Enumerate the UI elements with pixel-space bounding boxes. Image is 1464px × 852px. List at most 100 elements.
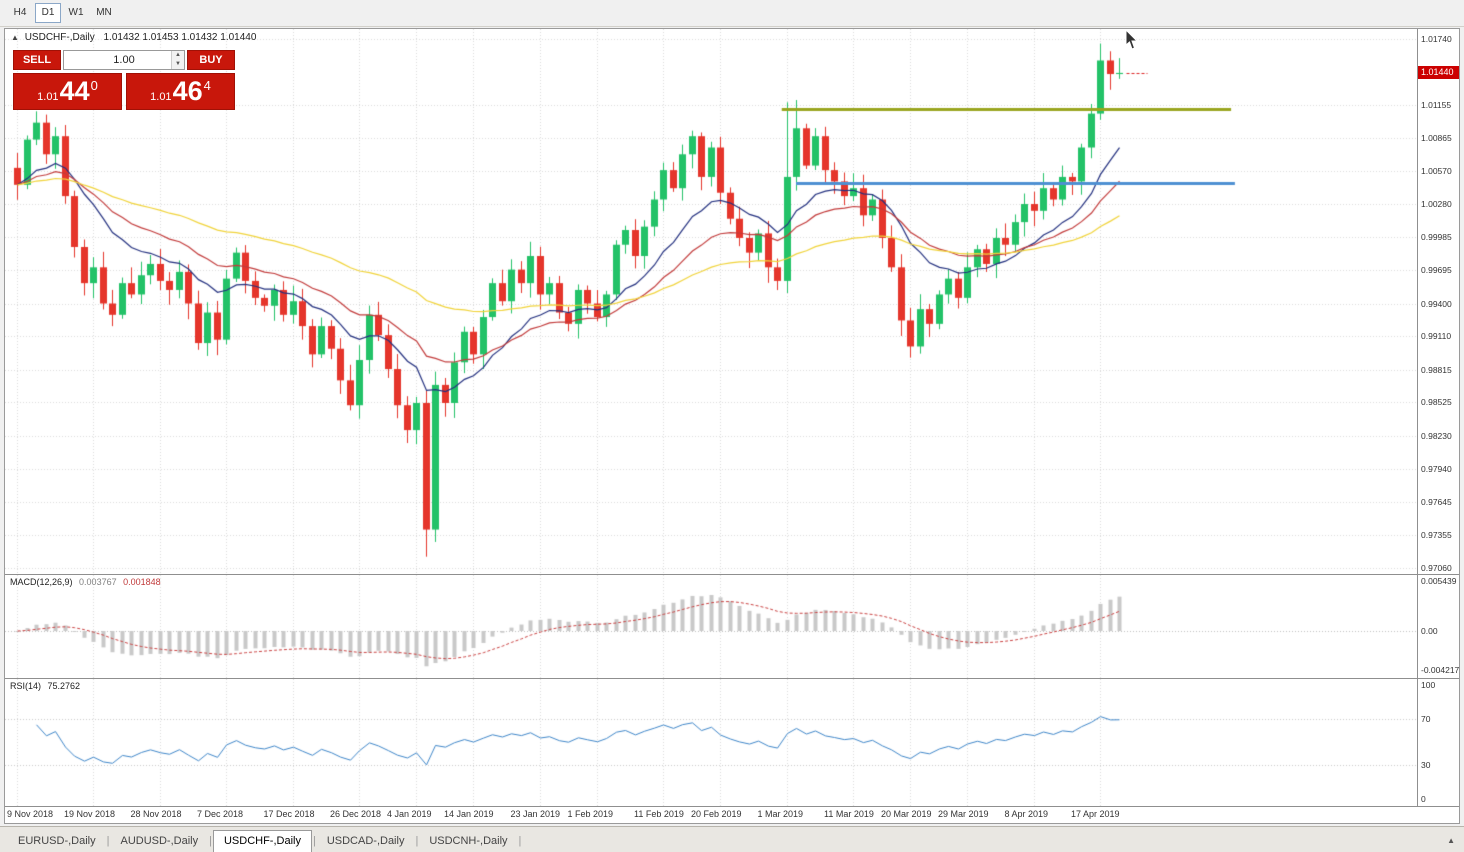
chart-symbol-label: USDCHF-,Daily — [24, 32, 95, 43]
timeframe-button-mn[interactable]: MN — [96, 7, 112, 18]
macd-chart-canvas[interactable] — [5, 575, 1417, 678]
price-axis-label: 1.01155 — [1421, 100, 1452, 111]
rsi-value: 75.2762 — [47, 681, 81, 691]
panel-splitter[interactable] — [5, 678, 1459, 679]
price-axis-label: 0.99985 — [1421, 232, 1452, 243]
date-axis-label: 4 Jan 2019 — [387, 809, 432, 819]
rsi-axis-label: 100 — [1421, 680, 1436, 690]
chart-tab-bar: EURUSD-,Daily | AUDUSD-,Daily | USDCHF-,Dail… — [0, 826, 1464, 852]
date-axis-label: 20 Feb 2019 — [691, 809, 742, 819]
chart-ohlc-values: 1.01432 1.01453 1.01432 1.01440 — [103, 32, 257, 43]
sell-price-display[interactable]: 1.01 44 0 — [13, 73, 122, 110]
timeframe-toolbar: H4 D1 W1 MN — [0, 0, 1464, 27]
date-axis-label: 11 Mar 2019 — [824, 809, 874, 819]
volume-arrows: ▲ ▼ — [171, 51, 184, 69]
tab-separator: | — [518, 835, 522, 847]
buy-price-display[interactable]: 1.01 46 4 — [126, 73, 235, 110]
panel-splitter — [5, 806, 1459, 807]
volume-value: 1.00 — [113, 54, 135, 66]
date-axis-label: 1 Feb 2019 — [567, 809, 614, 819]
timeframe-button-d1[interactable]: D1 — [35, 3, 61, 23]
date-axis-label: 7 Dec 2018 — [197, 809, 244, 819]
chart-title: ▲ USDCHF-,Daily 1.01432 1.01453 1.01432 … — [11, 32, 256, 43]
buy-price-main: 46 — [172, 76, 203, 106]
symbol-marker-icon: ▲ — [11, 33, 19, 42]
price-axis-label: 0.97355 — [1421, 529, 1452, 540]
price-axis-label: 0.97060 — [1421, 563, 1452, 573]
rsi-label: RSI(14) 75.2762 — [10, 681, 80, 691]
date-axis-label: 1 Mar 2019 — [757, 809, 804, 819]
macd-main-value: 0.003767 — [79, 577, 117, 587]
sell-price-main: 44 — [59, 76, 90, 106]
volume-decrease-icon[interactable]: ▼ — [172, 60, 184, 69]
rsi-axis-label: 70 — [1421, 714, 1431, 725]
sell-price-pipette: 0 — [90, 77, 98, 93]
macd-indicator-panel: MACD(12,26,9) 0.003767 0.001848 0.005439… — [5, 575, 1459, 678]
macd-axis-label: 0.005439 — [1421, 576, 1457, 586]
price-axis-label: 0.98230 — [1421, 430, 1452, 441]
rsi-axis-label: 0 — [1421, 794, 1426, 804]
chart-tab-usdcad[interactable]: USDCAD-,Daily — [326, 835, 405, 847]
current-price-badge: 1.01440 — [1418, 65, 1459, 79]
tab-scroll-icon[interactable]: ▲ — [1447, 836, 1455, 845]
tab-separator: | — [106, 835, 110, 847]
volume-stepper[interactable]: 1.00 ▲ ▼ — [63, 50, 185, 70]
date-axis[interactable]: 9 Nov 2018 19 Nov 2018 28 Nov 2018 7 Dec 20… — [5, 807, 1459, 823]
date-axis-label: 29 Mar 2019 — [938, 809, 989, 819]
price-axis-label: 1.01740 — [1421, 34, 1452, 44]
buy-price-prefix: 1.01 — [150, 91, 172, 103]
rsi-name: RSI(14) — [10, 681, 42, 691]
sell-button[interactable]: SELL — [13, 50, 61, 70]
price-chart-panel: ▲ USDCHF-,Daily 1.01432 1.01453 1.01432 … — [5, 29, 1459, 574]
macd-axis-label: -0.004217 — [1421, 664, 1459, 675]
buy-price-pipette: 4 — [203, 77, 211, 93]
chart-tab-eurusd[interactable]: EURUSD-,Daily — [18, 835, 96, 847]
macd-label: MACD(12,26,9) 0.003767 0.001848 — [10, 577, 161, 587]
buy-button[interactable]: BUY — [187, 50, 235, 70]
rsi-chart-canvas[interactable] — [5, 679, 1417, 806]
date-axis-label: 8 Apr 2019 — [1004, 809, 1049, 819]
date-axis-label: 11 Feb 2019 — [634, 809, 684, 819]
date-axis-label: 19 Nov 2018 — [64, 809, 116, 819]
tab-separator: | — [415, 835, 419, 847]
chart-tab-usdchf[interactable]: USDCHF-,Daily — [212, 830, 312, 852]
price-axis-label: 0.97940 — [1421, 463, 1452, 474]
sell-price-prefix: 1.01 — [37, 91, 59, 103]
timeframe-buttons: H4 D1 W1 MN — [7, 3, 119, 23]
volume-increase-icon[interactable]: ▲ — [172, 51, 184, 60]
date-axis-label: 23 Jan 2019 — [510, 809, 561, 819]
chart-tab-audusd[interactable]: AUDUSD-,Daily — [120, 835, 199, 847]
price-axis-label: 0.99400 — [1421, 298, 1452, 309]
date-axis-label: 28 Nov 2018 — [130, 809, 182, 819]
price-axis-label: 0.98815 — [1421, 364, 1452, 375]
macd-axis[interactable]: 0.005439 0.00 -0.004217 — [1417, 575, 1459, 678]
date-axis-label: 26 Dec 2018 — [330, 809, 382, 819]
candlestick-chart-canvas[interactable] — [5, 29, 1417, 574]
macd-name: MACD(12,26,9) — [10, 577, 73, 587]
macd-axis-label: 0.00 — [1421, 626, 1438, 636]
one-click-trading-panel: SELL 1.00 ▲ ▼ BUY 1.01 44 0 — [13, 50, 235, 110]
date-axis-label: 20 Mar 2019 — [881, 809, 932, 819]
timeframe-button-h4[interactable]: H4 — [13, 7, 27, 18]
tab-separator: | — [312, 835, 316, 847]
chart-window: ▲ USDCHF-,Daily 1.01432 1.01453 1.01432 … — [4, 28, 1460, 824]
panel-splitter[interactable] — [5, 574, 1459, 575]
macd-signal-value: 0.001848 — [123, 577, 161, 587]
price-axis-label: 0.98525 — [1421, 397, 1452, 408]
rsi-axis[interactable]: 100 70 30 0 — [1417, 679, 1459, 806]
timeframe-button-w1[interactable]: W1 — [68, 7, 84, 18]
date-axis-label: 9 Nov 2018 — [7, 809, 54, 819]
price-axis-label: 0.99695 — [1421, 265, 1452, 276]
rsi-indicator-panel: RSI(14) 75.2762 100 70 30 0 — [5, 679, 1459, 806]
price-axis-label: 0.99110 — [1421, 331, 1452, 342]
price-axis-label: 1.00280 — [1421, 199, 1452, 210]
chart-tab-usdcnh[interactable]: USDCNH-,Daily — [429, 835, 508, 847]
date-axis-label: 14 Jan 2019 — [444, 809, 494, 819]
date-axis-label: 17 Apr 2019 — [1071, 809, 1120, 819]
price-axis[interactable]: 1.01740 1.01155 1.00865 1.00570 1.00280 0.999… — [1417, 29, 1459, 574]
price-axis-label: 1.00570 — [1421, 166, 1452, 177]
tab-separator: | — [209, 835, 212, 847]
date-axis-label: 17 Dec 2018 — [263, 809, 315, 819]
price-axis-label: 1.00865 — [1421, 132, 1452, 143]
